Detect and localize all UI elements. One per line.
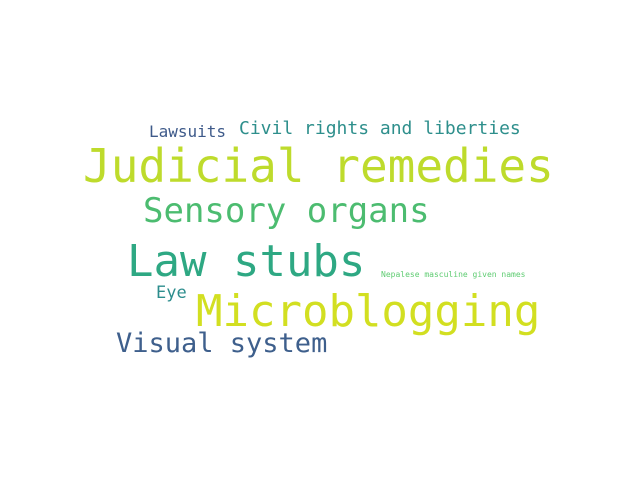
word-nepalese-masculine-given-names: Nepalese masculine given names bbox=[381, 270, 526, 279]
word-law-stubs: Law stubs bbox=[127, 236, 366, 287]
word-microblogging: Microblogging bbox=[196, 286, 541, 337]
word-visual-system: Visual system bbox=[116, 328, 328, 359]
word-eye: Eye bbox=[156, 283, 187, 303]
word-judicial-remedies: Judicial remedies bbox=[83, 139, 554, 193]
word-civil-rights-and-liberties: Civil rights and liberties bbox=[239, 118, 521, 139]
word-lawsuits: Lawsuits bbox=[149, 122, 227, 141]
word-sensory-organs: Sensory organs bbox=[143, 191, 430, 231]
